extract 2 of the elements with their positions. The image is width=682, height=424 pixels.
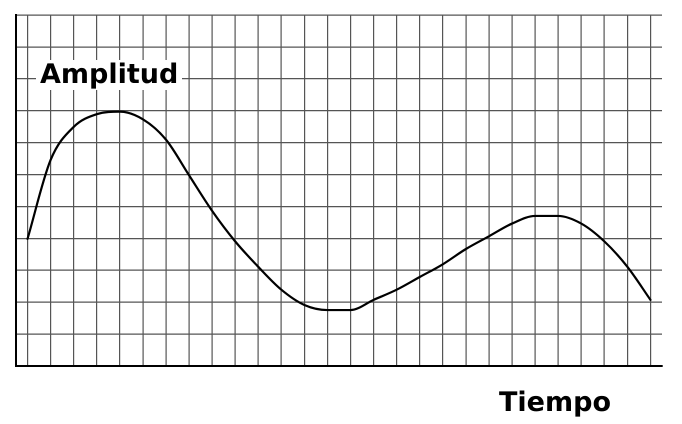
y-axis-title: Amplitud — [36, 59, 182, 90]
x-axis-title: Tiempo — [498, 387, 612, 418]
